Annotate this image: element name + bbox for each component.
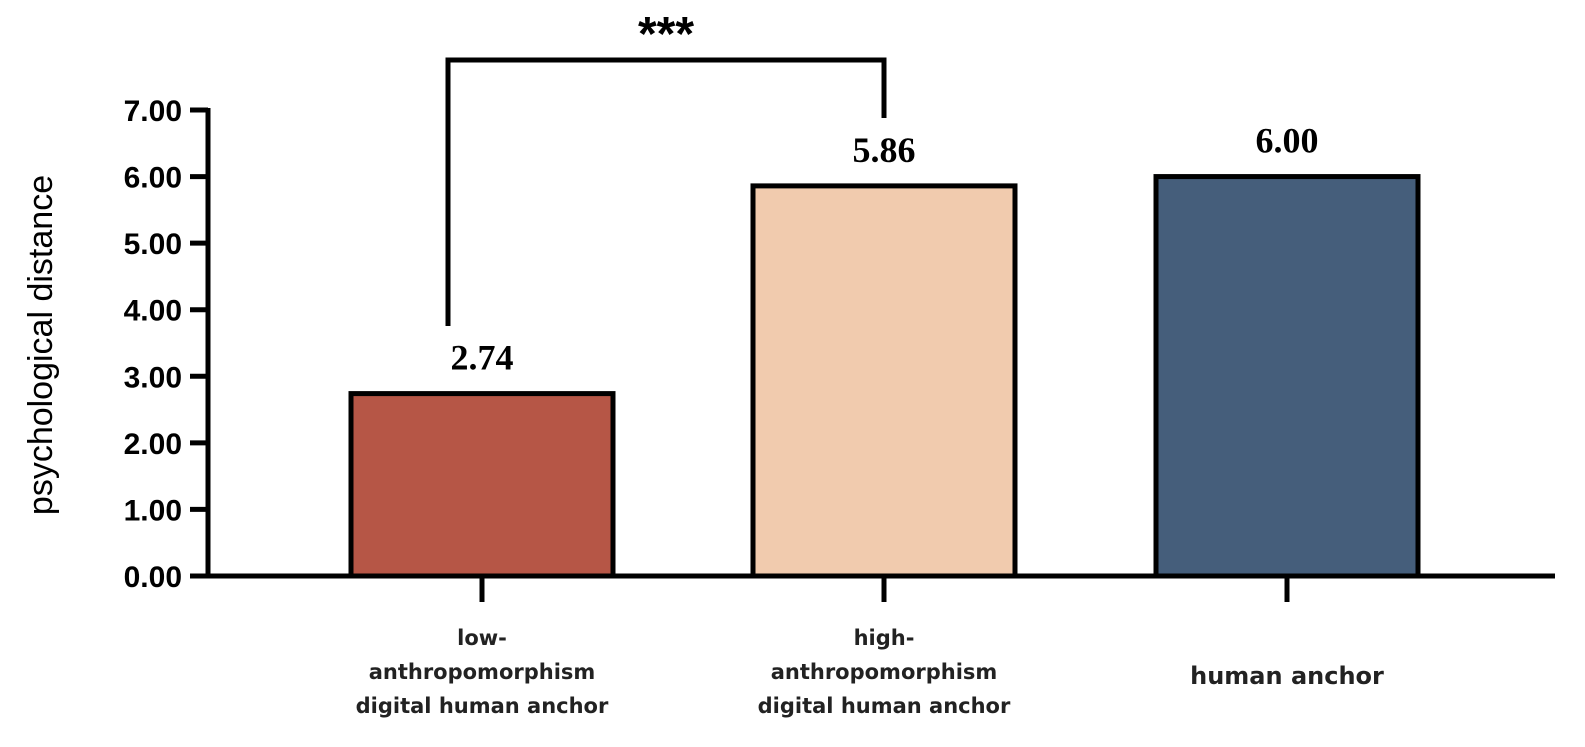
y-tick-label: 1.00 [124,494,182,527]
y-axis: 0.00 1.00 2.00 3.00 4.00 5.00 6.00 7.00 [124,95,211,594]
x-category-label: low- [457,626,507,650]
significance-bracket-line [445,57,887,326]
significance-bracket: *** [445,8,887,326]
y-tick-label: 0.00 [124,561,182,594]
x-category-label: human anchor [1190,662,1384,690]
y-tick-label: 5.00 [124,228,182,261]
significance-label: *** [638,8,694,61]
x-category-label: high- [854,626,915,650]
bar-value-label: 5.86 [853,130,916,170]
y-axis-title: psychological distance [22,175,60,515]
bar [750,183,1018,579]
x-category-label: digital human anchor [758,694,1011,718]
bars [348,174,1421,579]
x-axis: low-anthropomorphism digital human anchor… [206,573,1555,718]
y-tick-label: 4.00 [124,295,182,328]
y-tick-label: 6.00 [124,162,182,195]
bar-value-label: 6.00 [1256,121,1319,161]
bar-value-label: 2.74 [451,338,514,378]
x-category-label: anthropomorphism [369,660,596,684]
x-category-label: digital human anchor [356,694,609,718]
y-tick-label: 2.00 [124,428,182,461]
y-tick-label: 7.00 [124,95,182,128]
bar [348,391,616,579]
y-tick-label: 3.00 [124,361,182,394]
bar [1153,174,1421,579]
x-category-label: anthropomorphism [771,660,998,684]
value-labels: 2.74 5.86 6.00 [451,121,1319,378]
